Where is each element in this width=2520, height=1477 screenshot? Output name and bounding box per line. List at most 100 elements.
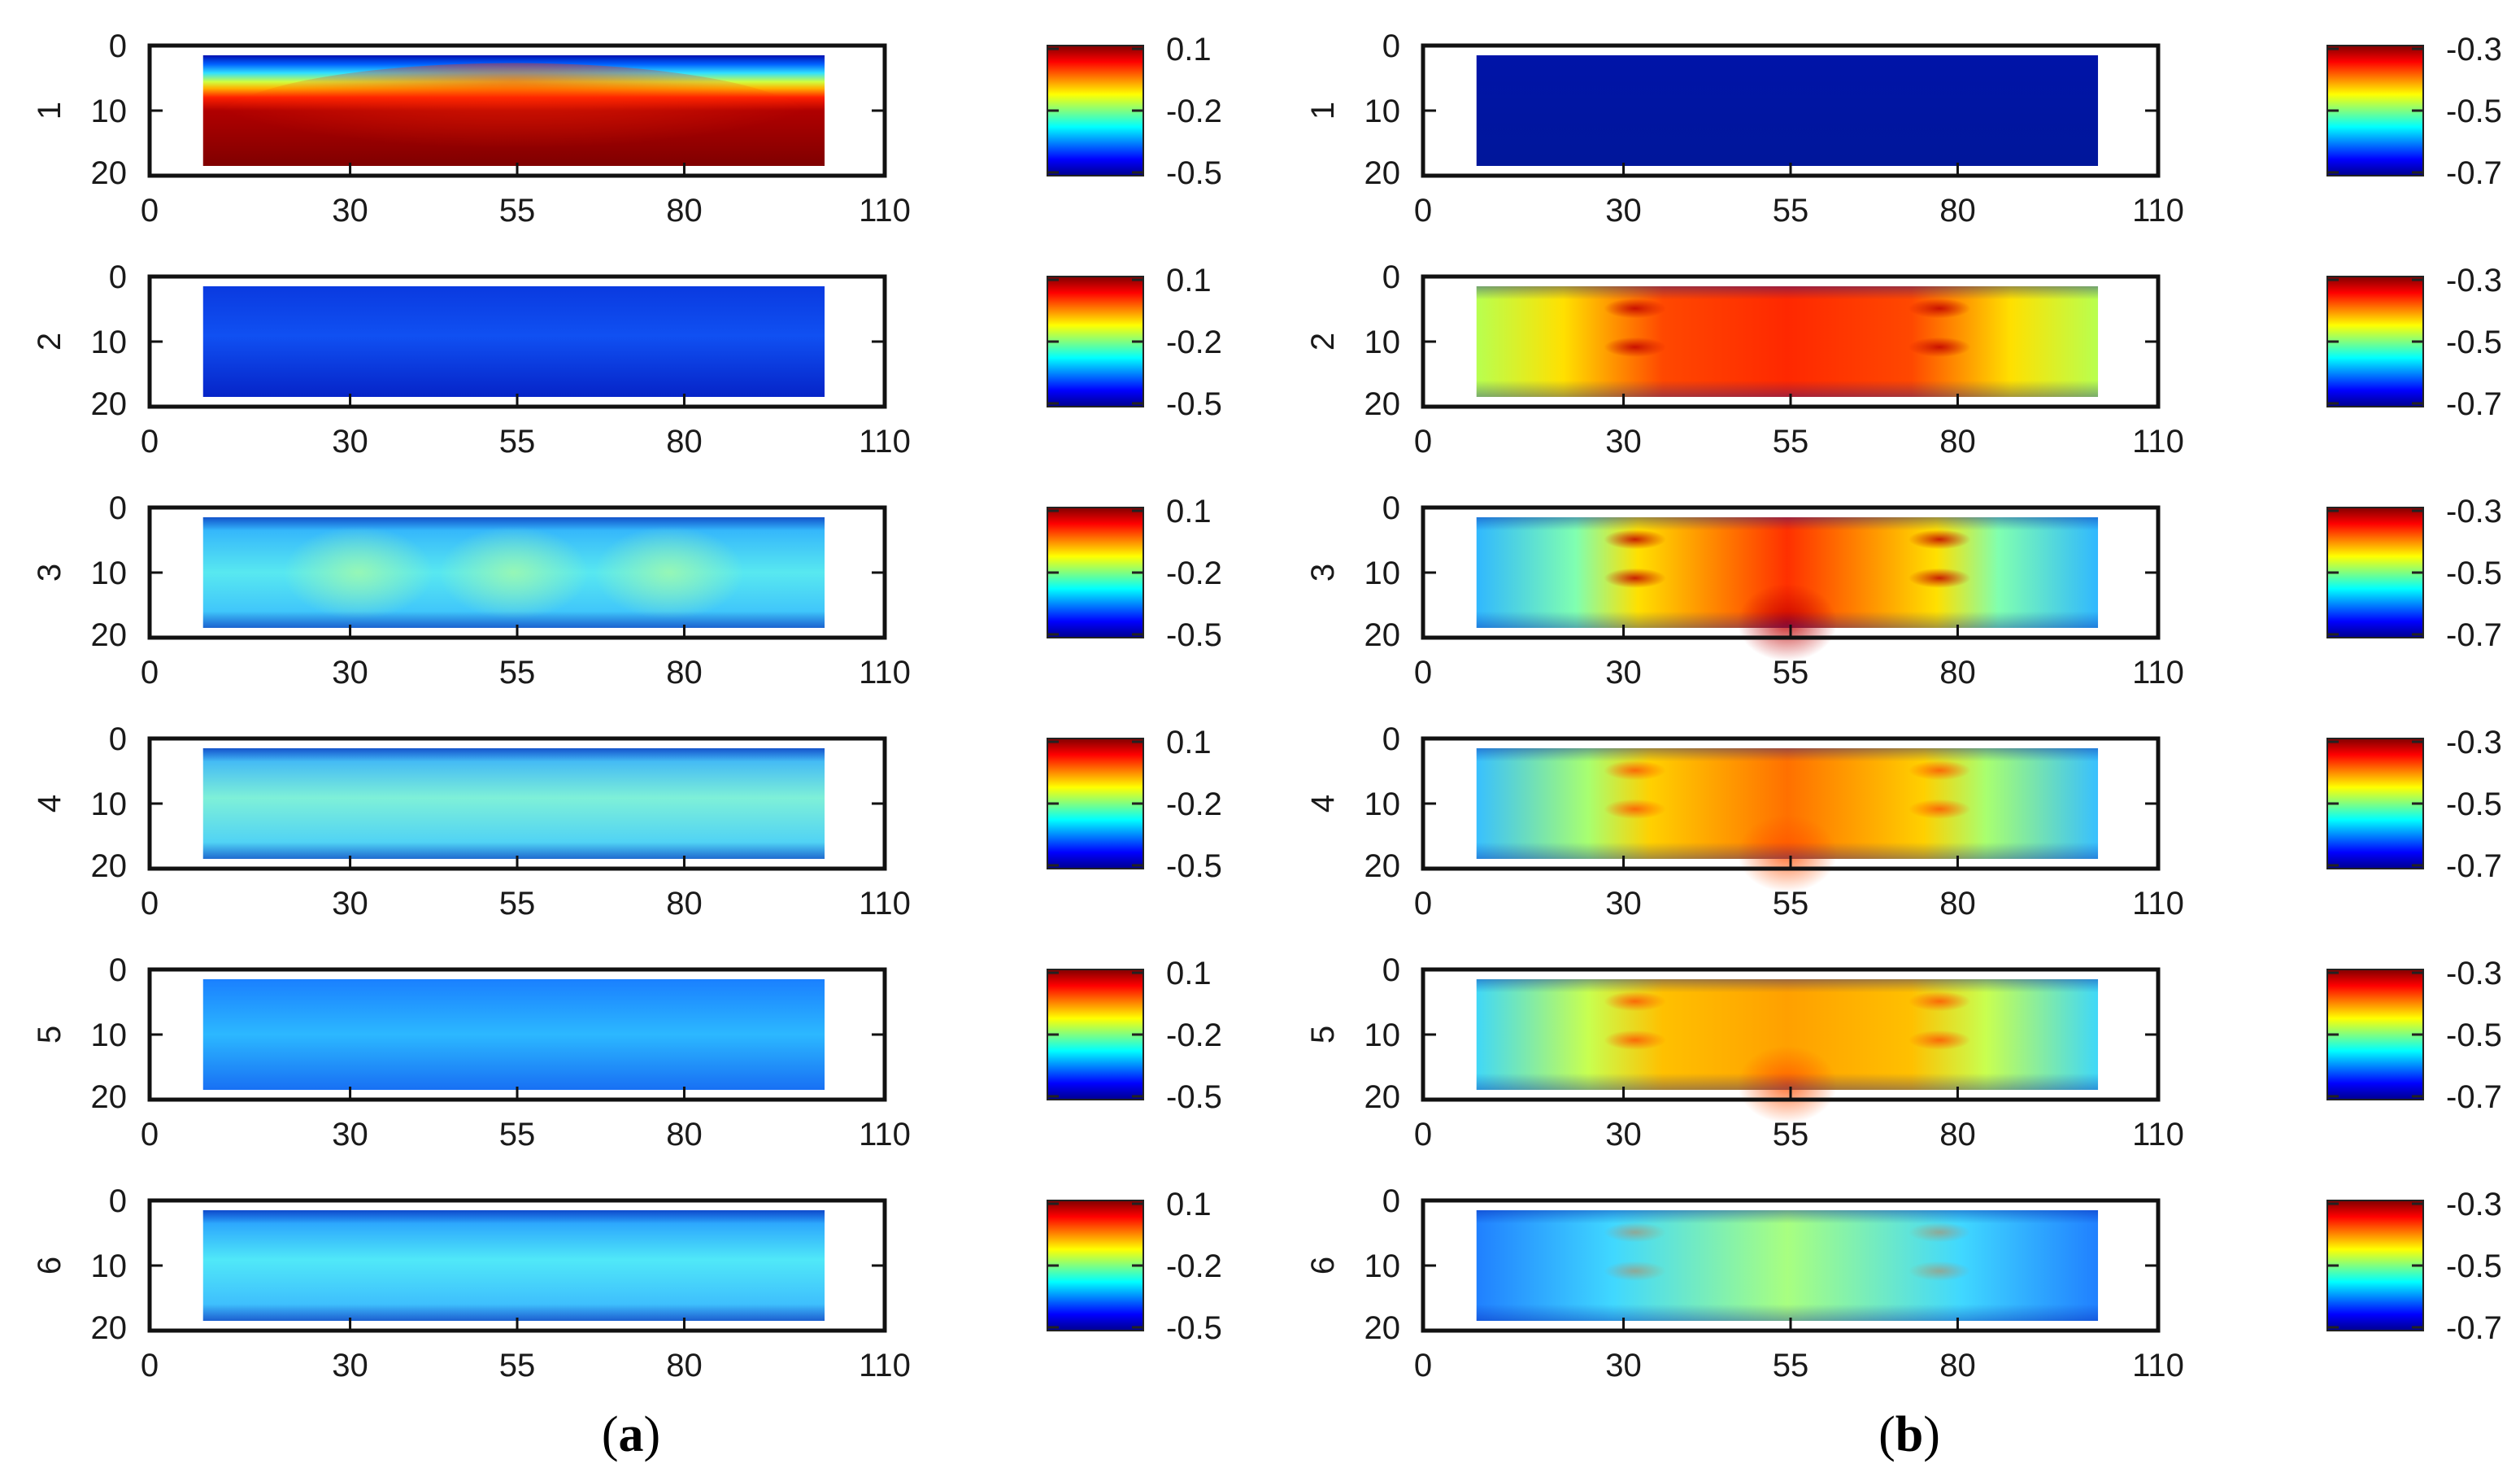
colorbar-label--0.5: -0.5 [2446,786,2502,822]
x-tick-label-55: 55 [499,655,536,691]
colorbar-label--0.3: -0.3 [2446,725,2502,760]
colorbar: -0.3 -0.5 -0.7 [2326,494,2502,653]
x-tick-label-55: 55 [1773,1348,1809,1383]
x-tick-label-0: 0 [141,1117,159,1152]
subplot-a-5: 0 10 20 0 30 55 80 110 5 0.1 -0.2 -0.5 [32,952,1222,1152]
x-tick-label-55: 55 [1773,193,1809,229]
x-tick-label-0: 0 [1414,655,1432,691]
y-tick-label-10: 10 [1364,325,1401,360]
y-tick-label-10: 10 [91,94,128,129]
x-tick-label-110: 110 [859,655,911,691]
x-tick-label-0: 0 [141,655,159,691]
y-tick-label-20: 20 [1364,386,1401,422]
y-tick-label-0: 0 [1382,28,1400,64]
subplot-a-2: 0 10 20 0 30 55 80 110 2 0.1 -0.2 -0.5 [32,259,1222,460]
x-tick-label-55: 55 [1773,886,1809,921]
x-tick-label-0: 0 [1414,193,1432,229]
colorbar: 0.1 -0.2 -0.5 [1047,1187,1222,1346]
colorbar-gradient [2327,969,2423,1100]
x-tick-label-30: 30 [332,424,368,460]
subplot-b-1: 0 10 20 0 30 55 80 110 1 -0.3 -0.5 -0.7 [1305,28,2502,229]
x-tick-label-80: 80 [1939,886,1976,921]
colorbar-label-0.1: 0.1 [1166,32,1212,68]
x-tick-label-55: 55 [499,1117,536,1152]
x-tick-label-80: 80 [1939,1117,1976,1152]
x-tick-label-30: 30 [332,1348,368,1383]
heatmap-field [202,286,825,397]
colorbar-label-0.1: 0.1 [1166,263,1212,298]
y-tick-label-0: 0 [1382,259,1400,295]
y-tick-label-20: 20 [91,1079,128,1115]
y-tick-label-10: 10 [91,556,128,591]
colorbar-gradient [2327,46,2423,176]
colorbar-label--0.2: -0.2 [1166,556,1222,591]
colorbar-label--0.5: -0.5 [1166,1310,1222,1346]
y-tick-label-0: 0 [109,952,127,988]
heatmap-field [202,979,825,1090]
x-tick-label-55: 55 [499,424,536,460]
x-tick-label-0: 0 [1414,1117,1432,1152]
x-tick-label-80: 80 [1939,655,1976,691]
subplot-a-1: 0 10 20 0 30 55 80 110 1 0.1 -0.2 -0.5 [32,28,1222,229]
row-label: 2 [32,333,67,351]
y-tick-label-0: 0 [109,490,127,526]
y-tick-label-0: 0 [1382,490,1400,526]
field-edges [1476,286,2099,397]
colorbar-label--0.5: -0.5 [2446,94,2502,129]
y-tick-label-20: 20 [91,1310,128,1346]
x-tick-label-110: 110 [2132,886,2184,921]
x-tick-label-80: 80 [1939,1348,1976,1383]
heatmap-field [1476,1210,2099,1321]
colorbar: -0.3 -0.5 -0.7 [2326,956,2502,1115]
colorbar-gradient [2327,1200,2423,1331]
colorbar-label--0.7: -0.7 [2446,386,2502,422]
y-tick-label-0: 0 [109,1183,127,1219]
field-arch [215,63,812,185]
colorbar-label--0.5: -0.5 [2446,1248,2502,1284]
x-tick-label-110: 110 [859,1117,911,1152]
field-edges [202,517,825,628]
x-tick-label-80: 80 [666,655,703,691]
heatmap-field [1476,517,2099,661]
x-tick-label-30: 30 [1605,424,1642,460]
field-edges [202,1210,825,1321]
colorbar-label-0.1: 0.1 [1166,1187,1212,1222]
x-tick-label-80: 80 [666,1348,703,1383]
x-tick-label-0: 0 [141,193,159,229]
y-tick-label-20: 20 [1364,848,1401,884]
x-tick-label-80: 80 [1939,193,1976,229]
colorbar-label--0.5: -0.5 [1166,848,1222,884]
x-tick-label-80: 80 [666,424,703,460]
colorbar: 0.1 -0.2 -0.5 [1047,32,1222,191]
field-edges [1476,517,2099,628]
colorbar: -0.3 -0.5 -0.7 [2326,1187,2502,1346]
colorbar-label--0.7: -0.7 [2446,1079,2502,1115]
colorbar: -0.3 -0.5 -0.7 [2326,725,2502,884]
x-tick-label-55: 55 [499,193,536,229]
x-tick-label-80: 80 [666,1117,703,1152]
x-tick-label-0: 0 [141,886,159,921]
field-edges [1476,979,2099,1090]
colorbar-label--0.2: -0.2 [1166,325,1222,360]
colorbar: 0.1 -0.2 -0.5 [1047,725,1222,884]
x-tick-label-30: 30 [332,886,368,921]
x-tick-label-30: 30 [1605,193,1642,229]
heatmap-field [202,748,825,859]
field-base [202,979,825,1090]
colorbar-label--0.2: -0.2 [1166,1017,1222,1053]
y-tick-label-20: 20 [91,848,128,884]
x-tick-label-55: 55 [1773,424,1809,460]
y-tick-label-20: 20 [91,386,128,422]
caption-b: (b) [1878,1407,1940,1462]
colorbar-label--0.3: -0.3 [2446,32,2502,68]
y-tick-label-20: 20 [91,617,128,653]
colorbar: 0.1 -0.2 -0.5 [1047,494,1222,653]
subplot-a-3: 0 10 20 0 30 55 80 110 3 0.1 -0.2 -0.5 [32,490,1222,691]
colorbar-label--0.5: -0.5 [1166,155,1222,191]
subplot-b-5: 0 10 20 0 30 55 80 110 5 -0.3 -0.5 -0.7 [1305,952,2502,1152]
x-tick-label-0: 0 [1414,886,1432,921]
y-tick-label-0: 0 [109,28,127,64]
colorbar-label--0.3: -0.3 [2446,956,2502,991]
colorbar-label--0.5: -0.5 [2446,325,2502,360]
row-label: 6 [1305,1257,1341,1274]
